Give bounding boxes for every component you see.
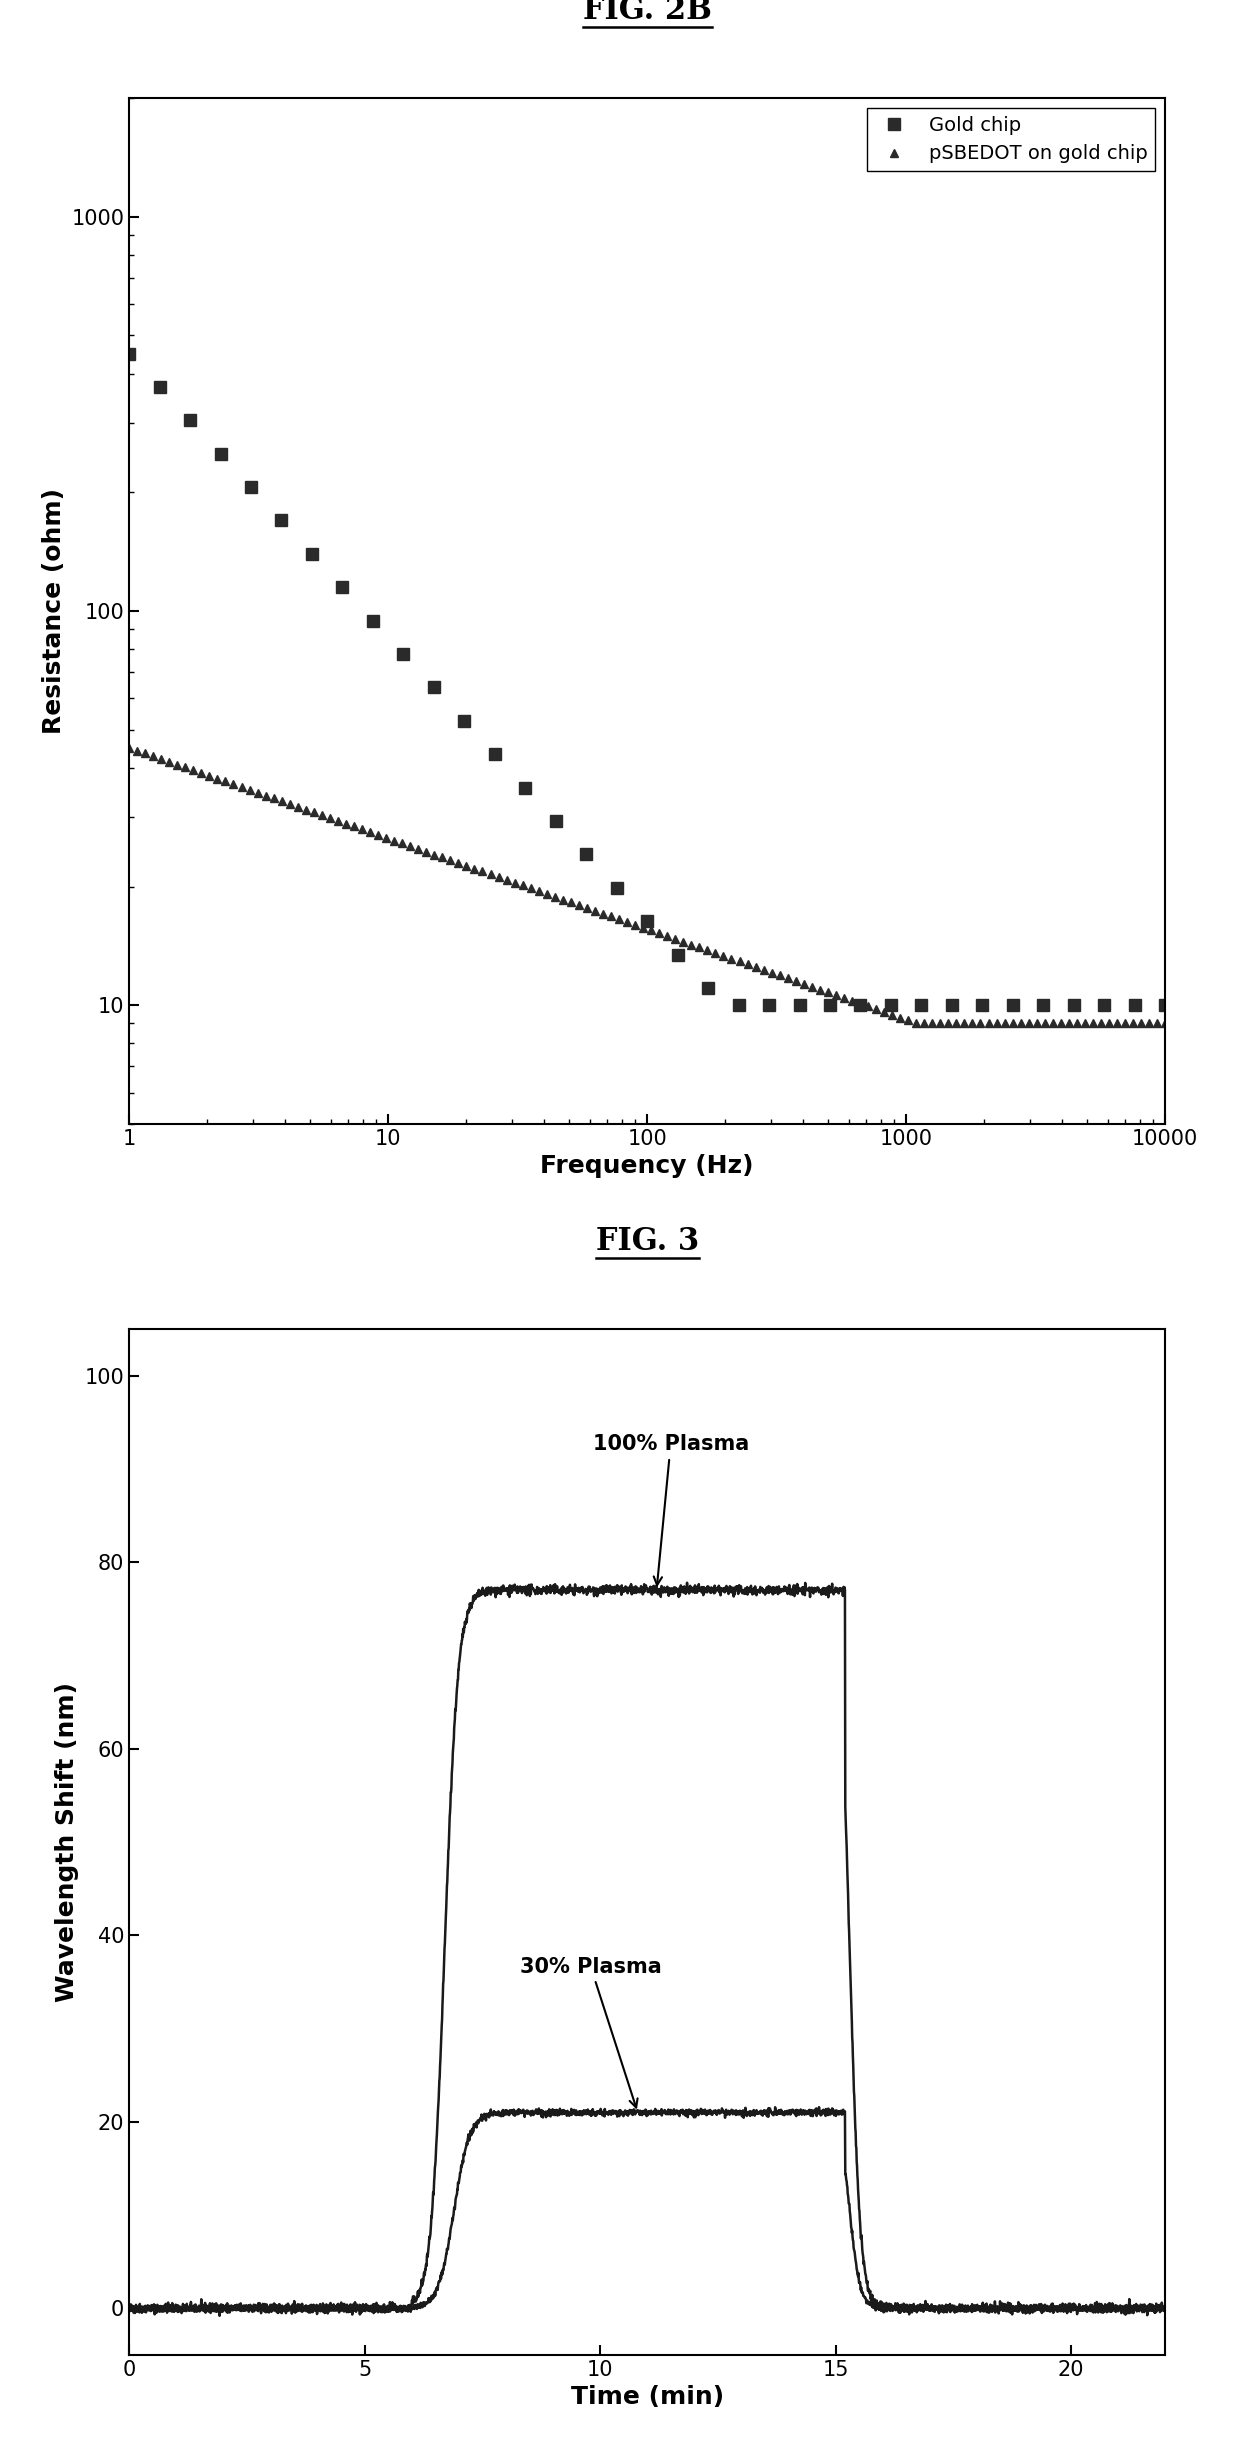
pSBEDOT on gold chip <box>563 888 578 917</box>
Gold chip <box>1097 991 1112 1020</box>
Gold chip <box>396 640 410 670</box>
Gold chip <box>1127 991 1142 1020</box>
Gold chip <box>975 991 990 1020</box>
Gold chip <box>640 908 655 937</box>
Gold chip <box>1066 991 1081 1020</box>
Gold chip <box>1006 991 1021 1020</box>
X-axis label: Time (min): Time (min) <box>570 2384 724 2409</box>
Gold chip <box>427 672 441 702</box>
pSBEDOT on gold chip <box>884 1001 899 1030</box>
Gold chip <box>335 572 350 601</box>
Gold chip <box>945 991 960 1020</box>
Legend: Gold chip, pSBEDOT on gold chip: Gold chip, pSBEDOT on gold chip <box>867 108 1156 172</box>
pSBEDOT on gold chip <box>916 1008 931 1038</box>
Gold chip <box>792 991 807 1020</box>
Gold chip <box>182 405 197 434</box>
Gold chip <box>456 706 471 736</box>
Gold chip <box>670 939 684 969</box>
pSBEDOT on gold chip <box>122 733 136 763</box>
X-axis label: Frequency (Hz): Frequency (Hz) <box>541 1155 754 1177</box>
Gold chip <box>274 505 289 535</box>
Gold chip <box>153 373 167 402</box>
pSBEDOT on gold chip <box>660 922 675 952</box>
Text: FIG. 2B: FIG. 2B <box>583 0 712 27</box>
Gold chip <box>518 773 533 802</box>
Line: pSBEDOT on gold chip: pSBEDOT on gold chip <box>125 743 1169 1028</box>
pSBEDOT on gold chip <box>805 971 820 1001</box>
Gold chip <box>487 738 502 768</box>
Gold chip <box>609 873 624 903</box>
pSBEDOT on gold chip <box>941 1008 956 1038</box>
Gold chip <box>366 606 381 635</box>
pSBEDOT on gold chip <box>403 832 418 861</box>
Text: 30% Plasma: 30% Plasma <box>520 1957 661 2107</box>
Gold chip <box>1158 991 1173 1020</box>
Gold chip <box>701 974 715 1003</box>
Gold chip <box>914 991 929 1020</box>
Gold chip <box>122 339 136 368</box>
Gold chip <box>732 991 746 1020</box>
Gold chip <box>213 439 228 469</box>
Text: FIG. 3: FIG. 3 <box>595 1226 699 1258</box>
Gold chip <box>883 991 898 1020</box>
Y-axis label: Resistance (ohm): Resistance (ohm) <box>42 488 66 733</box>
Gold chip <box>305 540 320 569</box>
Text: 100% Plasma: 100% Plasma <box>593 1435 749 1585</box>
Gold chip <box>243 473 258 503</box>
Line: Gold chip: Gold chip <box>124 348 1171 1011</box>
Gold chip <box>761 991 776 1020</box>
Gold chip <box>548 807 563 836</box>
Y-axis label: Wavelength Shift (nm): Wavelength Shift (nm) <box>55 1683 79 2002</box>
Gold chip <box>853 991 868 1020</box>
Gold chip <box>1035 991 1050 1020</box>
Gold chip <box>579 839 594 868</box>
Gold chip <box>822 991 837 1020</box>
pSBEDOT on gold chip <box>1158 1008 1173 1038</box>
